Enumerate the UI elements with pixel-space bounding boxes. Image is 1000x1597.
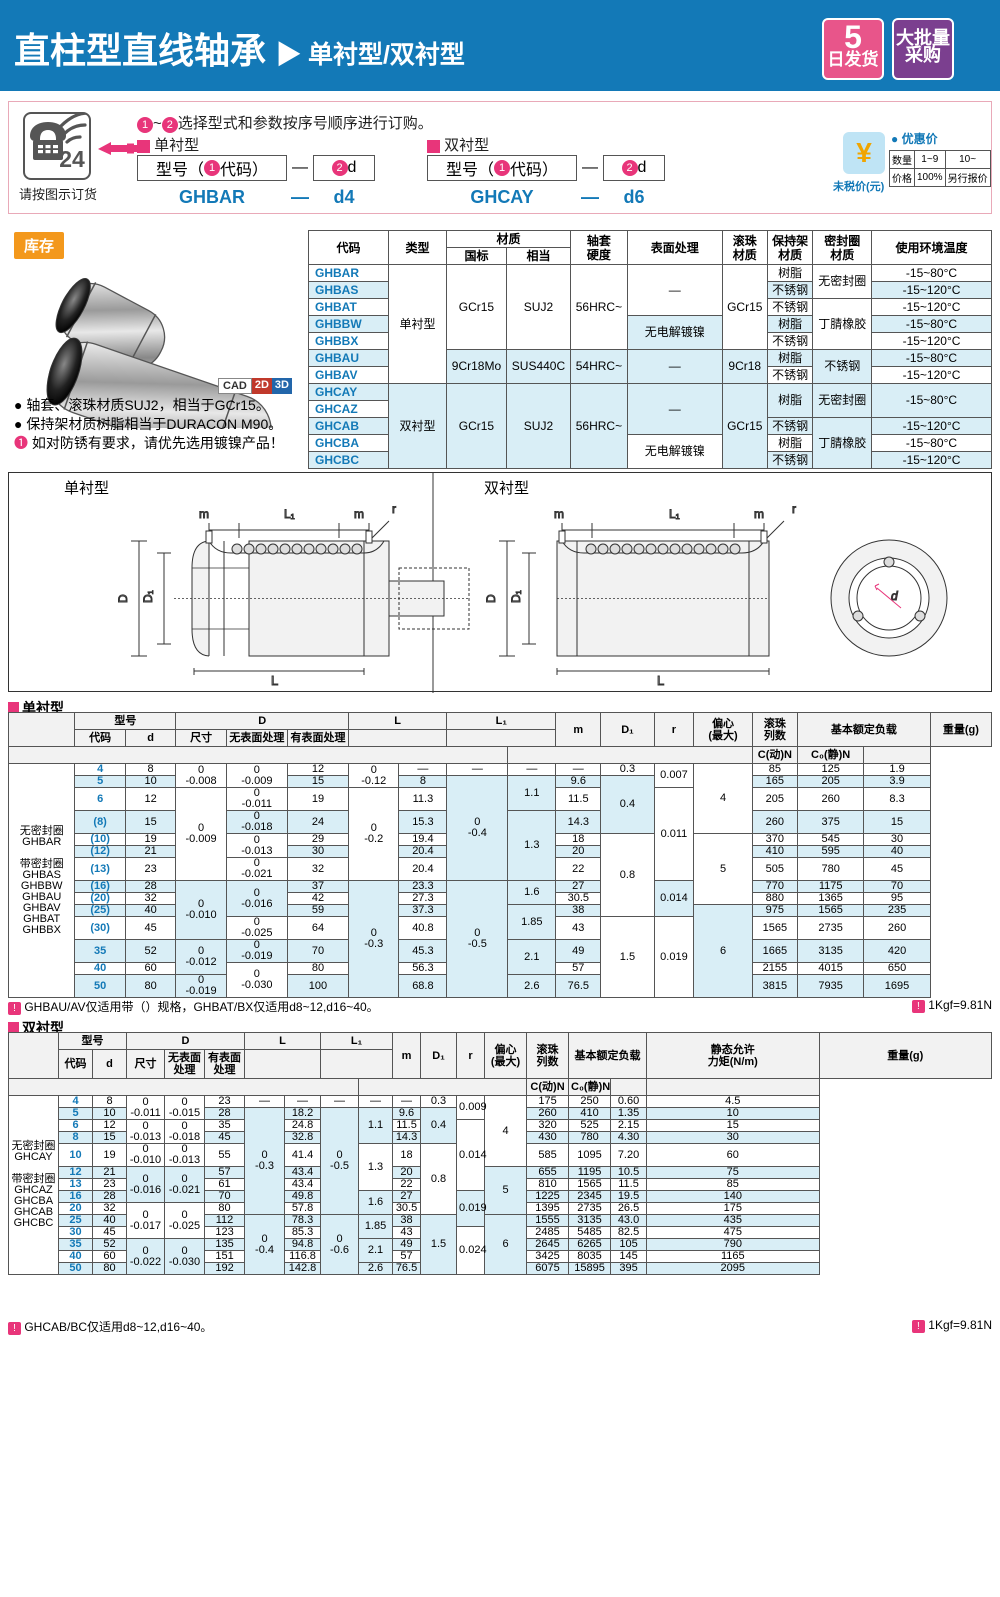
svg-text:双衬型: 双衬型 bbox=[484, 480, 529, 497]
svg-text:D: D bbox=[484, 594, 498, 603]
svg-text:D: D bbox=[116, 594, 130, 603]
svg-text:L: L bbox=[271, 673, 278, 688]
svg-text:m: m bbox=[754, 507, 764, 521]
svg-text:24: 24 bbox=[59, 146, 85, 172]
svg-text:m: m bbox=[554, 507, 564, 521]
svg-text:L₁: L₁ bbox=[669, 507, 680, 521]
svg-text:m: m bbox=[199, 507, 209, 521]
svg-text:d: d bbox=[891, 589, 898, 603]
svg-text:单衬型: 单衬型 bbox=[64, 480, 109, 497]
svg-text:D₁: D₁ bbox=[141, 590, 155, 603]
svg-text:m: m bbox=[354, 507, 364, 521]
svg-text:r: r bbox=[392, 502, 396, 516]
svg-text:L: L bbox=[657, 673, 664, 688]
svg-text:r: r bbox=[792, 502, 796, 516]
svg-text:L₁: L₁ bbox=[284, 507, 295, 521]
svg-text:D₁: D₁ bbox=[509, 590, 523, 603]
